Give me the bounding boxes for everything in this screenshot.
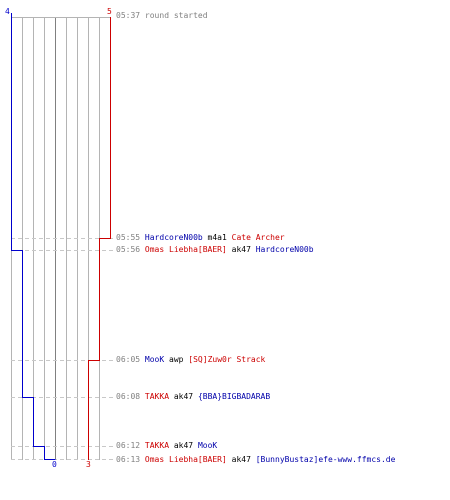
- blue-end-count: 0: [52, 460, 57, 469]
- weapon-name: awp: [169, 355, 184, 364]
- event-kill: 06:13 Omas Liebha[BAER] ak47 [BunnyBusta…: [116, 455, 395, 465]
- red-start-count: 5: [107, 7, 112, 16]
- event-kill: 06:12 TAKKA ak47 MooK: [116, 441, 217, 451]
- kill-markers: [11, 238, 116, 460]
- victim-name: [BunnyBustaz]efe-www.ffmcs.de: [255, 455, 396, 464]
- event-time: 05:37: [116, 11, 141, 20]
- blue-start-count: 4: [5, 7, 10, 16]
- killer-name: MooK: [144, 355, 165, 364]
- event-kill: 05:56 Omas Liebha[BAER] ak47 HardcoreN00…: [116, 245, 314, 255]
- event-time: 06:05: [116, 355, 141, 364]
- weapon-name: ak47: [231, 245, 251, 254]
- event-kill: 06:08 TAKKA ak47 {BBA}BIGBADARAB: [116, 392, 270, 402]
- killer-name: TAKKA: [144, 441, 170, 450]
- killer-name: Omas Liebha[BAER]: [144, 245, 227, 254]
- red-team-line: [88, 17, 111, 460]
- killer-name: HardcoreN00b: [144, 233, 203, 242]
- victim-name: [SQ]Zuw0r Strack: [188, 355, 266, 364]
- event-time: 05:55: [116, 233, 141, 242]
- red-end-count: 3: [86, 460, 91, 469]
- event-kill: 05:55 HardcoreN00b m4a1 Cate Archer: [116, 233, 285, 243]
- weapon-name: ak47: [173, 392, 194, 401]
- victim-name: MooK: [197, 441, 218, 450]
- event-time: 06:13: [116, 455, 141, 464]
- event-round-start: 05:37 round started: [116, 11, 208, 21]
- victim-name: HardcoreN00b: [255, 245, 314, 254]
- event-time: 05:56: [116, 245, 141, 254]
- victim-name: {BBA}BIGBADARAB: [197, 392, 271, 401]
- killer-name: Omas Liebha[BAER]: [144, 455, 227, 464]
- event-kill: 06:05 MooK awp [SQ]Zuw0r Strack: [116, 355, 265, 365]
- weapon-name: ak47: [231, 455, 251, 464]
- event-time: 06:08: [116, 392, 141, 401]
- event-message: round started: [144, 11, 208, 20]
- victim-name: Cate Archer: [231, 233, 285, 242]
- event-time: 06:12: [116, 441, 141, 450]
- weapon-name: ak47: [173, 441, 194, 450]
- weapon-name: m4a1: [207, 233, 227, 242]
- killer-name: TAKKA: [144, 392, 170, 401]
- blue-team-line: [11, 13, 56, 460]
